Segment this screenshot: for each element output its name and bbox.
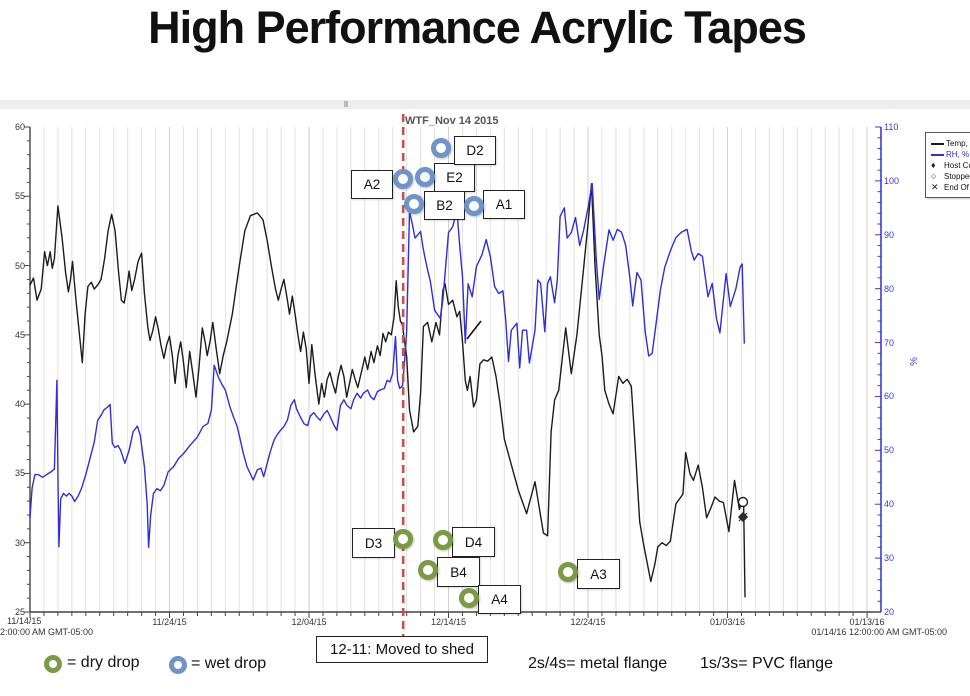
legend-circle-icon: ○	[931, 171, 937, 181]
legend-diamond-icon: ♦	[931, 160, 936, 170]
x-axis-tick-label: 12/24/15	[570, 617, 606, 627]
dry-drop-label-B4: B4	[437, 557, 480, 587]
temp-series-line	[29, 183, 746, 598]
legend-item-label: Host Co	[944, 161, 970, 170]
right-axis-tick-label: 50	[884, 445, 895, 456]
right-axis-tick-label: 110	[884, 122, 899, 132]
x-axis-tick-label: 12/04/15	[291, 617, 327, 627]
metal-flange-note: 2s/4s= metal flange	[528, 655, 668, 672]
dry-drop-marker-A3	[557, 561, 578, 582]
wet-drop-marker-A2	[392, 168, 413, 189]
legend-item: ♦ Host Co	[931, 160, 970, 171]
wet-drop-marker-A1	[463, 195, 484, 216]
host-connected-marker-icon	[737, 511, 749, 523]
dry-drop-label-A3: A3	[577, 559, 620, 589]
dry-drop-label-D3: D3	[352, 528, 395, 558]
left-axis-tick-label: 45	[14, 329, 25, 340]
right-axis-tick-label: 80	[884, 283, 895, 294]
right-axis-unit-label: %	[908, 357, 920, 366]
legend-item: ✕ End Of F	[931, 182, 970, 193]
left-axis-tick-label: 60	[14, 122, 25, 132]
stopped-marker-icon	[737, 496, 749, 508]
dry-drop-marker-B4	[417, 559, 438, 580]
legend-line-swatch	[931, 153, 944, 156]
wet-drop-label-B2: B2	[424, 191, 465, 220]
slash-annotation	[466, 320, 482, 340]
legend-item: Temp,	[931, 138, 970, 149]
wet-drop-marker-D2	[430, 137, 451, 158]
wet-drop-label-A2: A2	[351, 170, 393, 199]
right-axis-tick-label: 30	[884, 553, 895, 564]
page-title: High Performance Acrylic Tapes	[148, 2, 807, 53]
legend-item-label: Temp,	[946, 139, 968, 148]
left-axis-tick-label: 35	[14, 468, 25, 479]
legend-item-label: RH, %	[946, 150, 970, 159]
right-axis-tick-label: 20	[884, 607, 895, 617]
legend-line-swatch	[931, 142, 944, 145]
wet-drop-marker-B2	[403, 193, 424, 214]
legend-item: RH, %	[931, 149, 970, 160]
right-axis-tick-label: 90	[884, 229, 895, 240]
dry-drop-marker-A4	[458, 587, 479, 608]
wet-drop-legend-label: = wet drop	[191, 655, 267, 672]
dry-drop-label-A4: A4	[478, 585, 521, 614]
right-axis-tick-label: 100	[884, 175, 900, 186]
legend-x-icon: ✕	[931, 182, 939, 192]
dry-drop-legend-label: = dry drop	[67, 654, 140, 671]
x-axis-end-sublabel: 01/14/16 12:00:00 AM GMT-05:00	[811, 627, 947, 637]
wet-drop-label-D2: D2	[454, 136, 496, 165]
legend-item: ○ Stopped	[931, 171, 970, 182]
right-axis-tick-label: 40	[884, 499, 895, 510]
chart-title: WTF_Nov 14 2015	[405, 115, 499, 127]
right-axis-tick-label: 60	[884, 391, 895, 402]
wet-drop-label-E2: E2	[434, 163, 475, 192]
left-axis-tick-label: 30	[14, 537, 25, 548]
right-axis-tick-label: 70	[884, 337, 895, 348]
rh-series-line	[29, 182, 745, 548]
x-axis-tick-label: 01/03/16	[710, 617, 746, 627]
left-axis-tick-label: 40	[14, 399, 25, 410]
x-axis-tick-label: 12/14/15	[430, 617, 467, 627]
legend-item-label: End Of F	[944, 183, 970, 192]
chart-legend: Temp, RH, % ♦ Host Co ○ Stopped ✕ End Of F	[925, 132, 970, 198]
legend-item-label: Stopped	[944, 172, 970, 181]
left-axis-tick-label: 55	[14, 191, 25, 202]
dry-drop-label-D4: D4	[452, 527, 495, 557]
x-axis-tick-label: 01/13/16	[849, 617, 885, 627]
x-axis-tick-label: 11/24/15	[152, 617, 187, 627]
toolbar-cursor-mark	[344, 101, 348, 107]
wet-drop-label-A1: A1	[483, 190, 525, 219]
dry-drop-marker-D3	[392, 528, 413, 549]
x-axis-start-sublabel: 12:00:00 AM GMT-05:00	[0, 627, 94, 637]
wet-drop-icon	[169, 656, 187, 674]
dry-drop-marker-D4	[432, 529, 453, 550]
moved-to-shed-note: 12-11: Moved to shed	[316, 636, 488, 663]
pvc-flange-note: 1s/3s= PVC flange	[700, 655, 833, 672]
wet-drop-marker-E2	[414, 166, 435, 187]
toolbar-band	[0, 100, 970, 109]
x-axis-start-label: 11/14/15	[7, 616, 42, 626]
left-axis-tick-label: 50	[14, 260, 25, 271]
dry-drop-icon	[44, 655, 62, 673]
left-axis-tick-label: 25	[14, 607, 25, 617]
